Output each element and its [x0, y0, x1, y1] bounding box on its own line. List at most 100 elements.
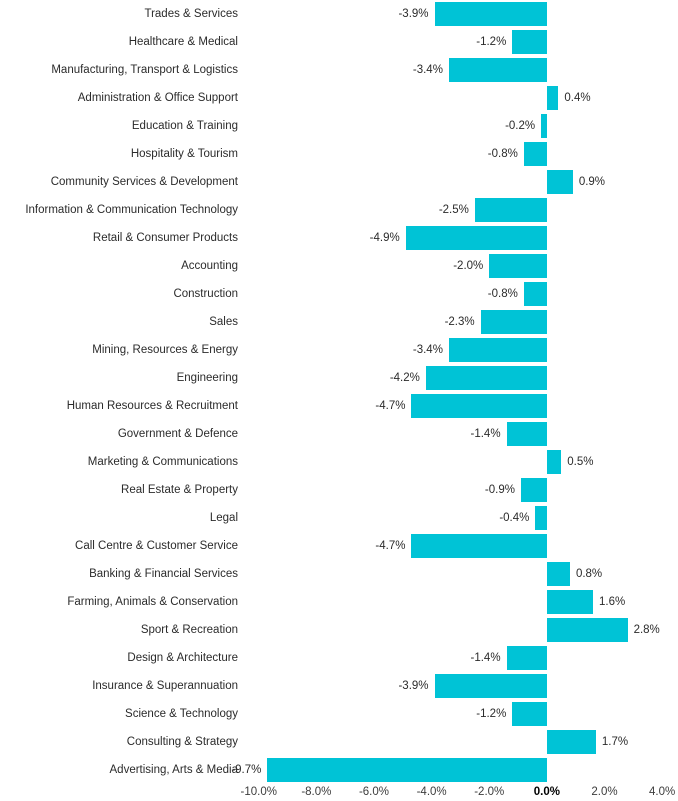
chart-rows: Trades & Services -3.9% Healthcare & Medic… — [0, 0, 678, 784]
bar-row: Engineering -4.2% — [0, 364, 678, 392]
value-label: -0.9% — [484, 484, 515, 496]
bar — [506, 422, 547, 446]
value-label: -3.9% — [398, 8, 429, 20]
value-label: -1.4% — [470, 652, 501, 664]
category-label: Human Resources & Recruitment — [66, 400, 238, 412]
value-label: -4.7% — [375, 540, 406, 552]
category-label: Farming, Animals & Conservation — [67, 596, 238, 608]
axis-tick-label: 2.0% — [591, 786, 618, 798]
bar — [523, 142, 547, 166]
bar-row: Government & Defence -1.4% — [0, 420, 678, 448]
value-label: -2.5% — [438, 204, 469, 216]
value-label: -1.4% — [470, 428, 501, 440]
bar-row: Call Centre & Customer Service -4.7% — [0, 532, 678, 560]
value-label: -1.2% — [476, 708, 507, 720]
category-label: Insurance & Superannuation — [92, 680, 238, 692]
category-label: Mining, Resources & Energy — [92, 344, 238, 356]
bar — [506, 646, 547, 670]
category-label: Manufacturing, Transport & Logistics — [51, 64, 238, 76]
value-label: -9.7% — [231, 764, 262, 776]
bar — [489, 254, 547, 278]
bar — [546, 730, 596, 754]
category-label: Trades & Services — [144, 8, 238, 20]
bar — [546, 170, 573, 194]
bar-row: Information & Communication Technology -2… — [0, 196, 678, 224]
bar — [411, 534, 547, 558]
category-label: Legal — [209, 512, 238, 524]
category-label: Marketing & Communications — [87, 456, 238, 468]
bar-row: Sales -2.3% — [0, 308, 678, 336]
category-label: Construction — [173, 288, 238, 300]
axis-tick-label: -2.0% — [474, 786, 505, 798]
bar-row: Banking & Financial Services 0.8% — [0, 560, 678, 588]
value-label: 1.6% — [598, 596, 626, 608]
bar — [425, 366, 547, 390]
bar-row: Accounting -2.0% — [0, 252, 678, 280]
bar-row: Hospitality & Tourism -0.8% — [0, 140, 678, 168]
category-label: Healthcare & Medical — [128, 36, 238, 48]
bar-row: Marketing & Communications 0.5% — [0, 448, 678, 476]
x-axis: -10.0% -8.0% -6.0% -4.0% -2.0% 0.0% 2.0% 4.0% — [0, 784, 678, 801]
bar-row: Sport & Recreation 2.8% — [0, 616, 678, 644]
value-label: -3.4% — [412, 64, 443, 76]
category-label: Science & Technology — [125, 708, 238, 720]
bar — [448, 338, 547, 362]
bar — [512, 702, 547, 726]
value-label: 0.5% — [567, 456, 594, 468]
bar-row: Real Estate & Property -0.9% — [0, 476, 678, 504]
value-label: -0.8% — [487, 148, 518, 160]
bar-row: Insurance & Superannuation -3.9% — [0, 672, 678, 700]
bar-row: Advertising, Arts & Media -9.7% — [0, 756, 678, 784]
value-label: -4.2% — [389, 372, 420, 384]
bar-row: Construction -0.8% — [0, 280, 678, 308]
bar — [546, 618, 628, 642]
axis-tick-label: 0.0% — [533, 786, 560, 798]
category-label: Government & Defence — [117, 428, 238, 440]
bar-row: Retail & Consumer Products -4.9% — [0, 224, 678, 252]
bar — [411, 394, 547, 418]
value-label: 0.9% — [578, 176, 606, 188]
category-label: Call Centre & Customer Service — [75, 540, 238, 552]
bar — [512, 30, 547, 54]
category-label: Information & Communication Technology — [25, 204, 238, 216]
axis-tick-label: 4.0% — [649, 786, 676, 798]
bar-row: Farming, Animals & Conservation 1.6% — [0, 588, 678, 616]
bar — [546, 590, 593, 614]
category-label: Banking & Financial Services — [89, 568, 238, 580]
value-label: 0.4% — [564, 92, 591, 104]
bar-row: Trades & Services -3.9% — [0, 0, 678, 28]
bar — [434, 2, 547, 26]
bar — [546, 450, 562, 474]
bar-row: Education & Training -0.2% — [0, 112, 678, 140]
value-label: 0.8% — [575, 568, 603, 580]
value-label: -2.3% — [444, 316, 475, 328]
value-label: -3.4% — [412, 344, 443, 356]
bar — [405, 226, 547, 250]
value-label: -1.2% — [476, 36, 507, 48]
category-label: Administration & Office Support — [77, 92, 238, 104]
bar — [520, 478, 547, 502]
value-label: -3.9% — [398, 680, 429, 692]
bar — [541, 114, 547, 138]
bar — [448, 58, 547, 82]
category-label: Retail & Consumer Products — [92, 232, 238, 244]
value-label: 1.7% — [601, 736, 629, 748]
value-label: -0.4% — [499, 512, 530, 524]
category-label: Community Services & Development — [50, 176, 238, 188]
category-label: Education & Training — [131, 120, 238, 132]
bar — [546, 562, 570, 586]
bar-row: Consulting & Strategy 1.7% — [0, 728, 678, 756]
category-label: Sport & Recreation — [140, 624, 238, 636]
bar-row: Legal -0.4% — [0, 504, 678, 532]
category-label: Consulting & Strategy — [126, 736, 238, 748]
bar — [523, 282, 547, 306]
category-label: Design & Architecture — [127, 652, 238, 664]
value-label: 2.8% — [633, 624, 660, 636]
value-label: -0.8% — [487, 288, 518, 300]
category-label: Accounting — [181, 260, 238, 272]
bar-row: Administration & Office Support 0.4% — [0, 84, 678, 112]
category-label: Hospitality & Tourism — [130, 148, 238, 160]
bar-row: Science & Technology -1.2% — [0, 700, 678, 728]
category-label: Engineering — [176, 372, 238, 384]
